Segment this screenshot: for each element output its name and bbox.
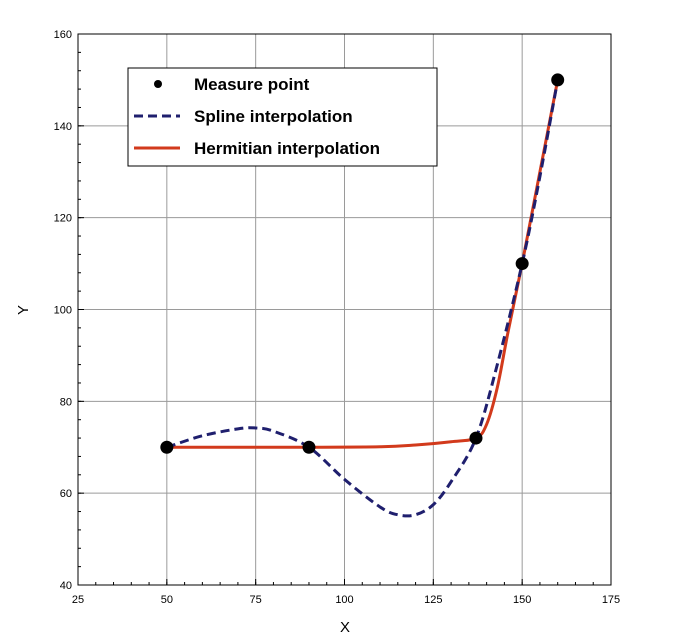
y-tick-label: 40 bbox=[60, 580, 72, 592]
x-tick-label: 75 bbox=[250, 594, 262, 606]
y-tick-label: 160 bbox=[54, 29, 72, 41]
x-tick-label: 125 bbox=[424, 594, 442, 606]
x-tick-label: 150 bbox=[513, 594, 531, 606]
x-tick-label: 25 bbox=[72, 594, 84, 606]
series-layer bbox=[160, 73, 565, 518]
measure-point bbox=[469, 431, 483, 445]
x-tick-label: 50 bbox=[161, 594, 173, 606]
x-axis-label: X bbox=[340, 619, 350, 636]
tick-labels: 25 50 75 100 125 150 175 40 60 80 100 120 140 160 bbox=[54, 29, 621, 606]
legend: Measure point Spline interpolation Hermi… bbox=[127, 67, 438, 167]
y-tick-label: 80 bbox=[60, 396, 72, 408]
y-tick-label: 60 bbox=[60, 488, 72, 500]
legend-label-hermite: Hermitian interpolation bbox=[194, 139, 380, 158]
x-tick-label: 100 bbox=[335, 594, 353, 606]
x-tick-label: 175 bbox=[602, 594, 620, 606]
measure-point bbox=[551, 73, 565, 87]
plot-frame bbox=[77, 33, 612, 586]
y-tick-label: 100 bbox=[54, 305, 72, 317]
legend-label-measure: Measure point bbox=[194, 75, 310, 94]
y-axis-label: Y bbox=[15, 305, 32, 315]
legend-marker-measure bbox=[154, 80, 162, 88]
y-tick-label: 140 bbox=[54, 121, 72, 133]
y-tick-label: 120 bbox=[54, 213, 72, 225]
legend-label-spline: Spline interpolation bbox=[194, 107, 353, 126]
series-spline-interpolation bbox=[166, 79, 560, 518]
measure-point bbox=[302, 440, 316, 454]
measure-point bbox=[515, 257, 529, 271]
measure-point bbox=[160, 440, 174, 454]
